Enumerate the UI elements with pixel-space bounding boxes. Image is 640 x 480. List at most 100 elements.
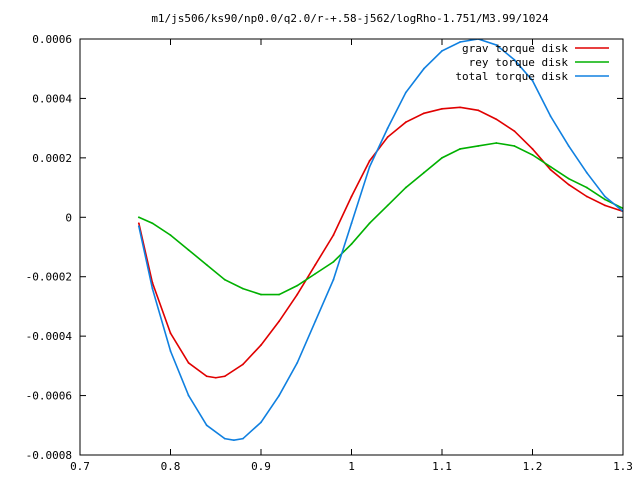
series-line-2 xyxy=(138,142,623,296)
data-point xyxy=(549,115,552,118)
data-point xyxy=(368,165,371,168)
y-tick-label: -0.0004 xyxy=(26,330,73,343)
y-tick-label: 0.0002 xyxy=(32,152,72,165)
x-tick-label: 1 xyxy=(348,460,355,473)
data-point xyxy=(332,278,335,281)
data-point xyxy=(531,79,534,82)
data-point xyxy=(169,234,172,237)
data-point xyxy=(278,320,280,323)
data-point xyxy=(604,198,606,201)
axes: 0.7 0.8 0.9 1 1.1 1.2 1.3 -0.0008 -0.0006 -0.0004… xyxy=(26,33,633,473)
data-point xyxy=(296,284,299,287)
data-point xyxy=(169,332,172,335)
data-point xyxy=(314,320,317,323)
data-point xyxy=(296,361,299,364)
data-point xyxy=(260,344,262,346)
data-point xyxy=(495,118,498,121)
data-point xyxy=(549,168,552,171)
data-point xyxy=(549,165,552,168)
data-point xyxy=(223,278,226,281)
data-point xyxy=(585,171,588,174)
data-point xyxy=(223,375,226,378)
data-point xyxy=(423,171,425,174)
data-point xyxy=(137,222,140,225)
data-point xyxy=(386,136,389,138)
data-point xyxy=(459,41,461,43)
data-point xyxy=(495,44,498,46)
data-point xyxy=(459,148,461,150)
data-point xyxy=(386,204,389,207)
data-point xyxy=(585,195,588,198)
data-point xyxy=(441,107,443,110)
data-point xyxy=(278,293,280,296)
data-point xyxy=(151,287,154,290)
data-point xyxy=(232,439,235,442)
data-point xyxy=(332,234,335,237)
legend-label: grav torque disk xyxy=(462,42,568,55)
data-point xyxy=(531,148,534,150)
data-point xyxy=(137,225,140,228)
data-point xyxy=(314,272,317,275)
data-point xyxy=(368,159,371,162)
x-tick-label: 1.1 xyxy=(432,460,452,473)
data-point xyxy=(350,243,353,245)
data-point xyxy=(423,67,425,70)
plot-area xyxy=(137,39,623,442)
data-point xyxy=(223,437,226,440)
data-point xyxy=(242,437,244,440)
legend-label: rey torque disk xyxy=(469,56,569,69)
data-point xyxy=(531,153,534,156)
data-point xyxy=(151,222,154,225)
data-point xyxy=(404,186,407,189)
data-point xyxy=(214,376,217,379)
data-point xyxy=(477,109,480,112)
data-point xyxy=(567,177,570,180)
data-point xyxy=(567,183,570,186)
y-tick-label: -0.0008 xyxy=(26,449,72,462)
data-point xyxy=(441,49,443,52)
data-point xyxy=(459,106,461,109)
data-point xyxy=(296,293,299,296)
data-point xyxy=(260,421,262,424)
y-tick-label: -0.0002 xyxy=(26,271,72,284)
data-point xyxy=(585,186,588,189)
data-point xyxy=(187,361,190,364)
data-point xyxy=(404,121,407,124)
data-point xyxy=(205,263,208,266)
legend-label: total torque disk xyxy=(455,70,568,83)
data-point xyxy=(242,287,244,290)
y-tick-label: 0.0006 xyxy=(32,33,72,46)
data-point xyxy=(495,142,498,144)
x-tick-label: 0.8 xyxy=(161,460,181,473)
data-point xyxy=(404,91,407,94)
data-point xyxy=(386,127,389,130)
data-point xyxy=(332,260,335,263)
data-point xyxy=(513,130,516,133)
x-tick-label: 1.2 xyxy=(523,460,543,473)
data-point xyxy=(260,293,262,296)
y-tick-label: 0 xyxy=(65,211,72,224)
data-point xyxy=(513,145,516,147)
data-point xyxy=(278,394,280,397)
data-point xyxy=(169,350,172,352)
data-point xyxy=(368,222,371,225)
x-tick-label: 0.7 xyxy=(70,460,90,473)
data-point xyxy=(350,195,353,198)
data-point xyxy=(205,424,208,427)
data-point xyxy=(187,394,190,397)
x-tick-label: 0.9 xyxy=(251,460,271,473)
data-point xyxy=(423,112,425,115)
data-point xyxy=(513,58,516,61)
data-point xyxy=(187,249,190,251)
chart-title: m1/js506/ks90/np0.0/q2.0/r-+.58-j562/log… xyxy=(151,12,549,25)
data-point xyxy=(604,195,606,198)
data-point xyxy=(441,156,443,159)
x-tick-label: 1.3 xyxy=(613,460,633,473)
data-point xyxy=(242,363,244,366)
y-tick-label: -0.0006 xyxy=(26,390,72,403)
data-point xyxy=(604,204,606,207)
data-point xyxy=(567,145,570,147)
